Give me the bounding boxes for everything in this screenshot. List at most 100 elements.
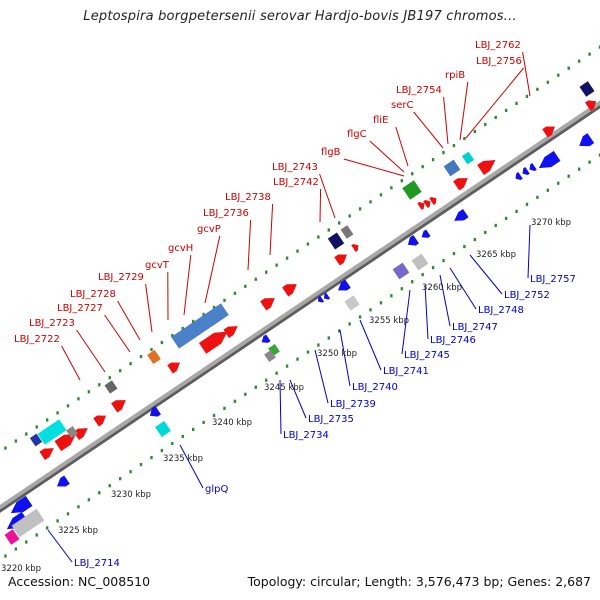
track-tick [421, 165, 424, 169]
track-tick [463, 244, 466, 249]
forward-gene [334, 254, 347, 266]
leader-line [117, 300, 141, 341]
reverse-gene-label: LBJ_2747 [452, 322, 498, 333]
track-tick [598, 45, 600, 49]
track-tick [473, 237, 477, 242]
track-tick [129, 362, 132, 366]
track-tick [452, 251, 456, 256]
track-tick [421, 273, 424, 277]
leader-line [459, 81, 469, 141]
leader-line [369, 140, 405, 173]
reverse-gene [421, 229, 431, 238]
track-tick [108, 376, 111, 380]
forward-gene [54, 433, 77, 452]
reverse-gene-label: LBJ_2740 [352, 382, 398, 393]
forward-gene-label: gcvT [145, 260, 170, 271]
track-tick [411, 172, 414, 176]
reverse-gene [323, 292, 331, 300]
reverse-gene-label: LBJ_2752 [504, 290, 550, 301]
reverse-gene [522, 167, 530, 175]
reverse-gene-label: LBJ_2741 [383, 366, 429, 377]
track-tick [317, 343, 320, 347]
reverse-gene [454, 208, 469, 221]
feature-lightgray [411, 253, 429, 271]
scale-label: 3245 kbp [264, 383, 304, 393]
track-tick [484, 122, 487, 127]
track-tick [577, 167, 581, 171]
forward-gene [585, 100, 597, 111]
leader-line [443, 96, 449, 145]
topology-text: Topology: circular; Length: 3,576,473 bp… [247, 574, 591, 589]
reverse-gene-label: LBJ_2746 [430, 335, 476, 346]
track-tick [536, 87, 539, 91]
leader-line [145, 283, 153, 333]
track-tick [379, 193, 383, 197]
track-tick [139, 355, 143, 359]
forward-gene [542, 126, 555, 138]
feature-lightgray [11, 508, 45, 538]
forward-gene [282, 284, 297, 297]
leader-line [289, 379, 307, 419]
track-tick [171, 333, 174, 338]
gene-labels: 3220 kbp 3225 kbp 3230 kbp 3235 kbp 3240 kbp… [1, 40, 576, 574]
reverse-gene-label: LBJ_2745 [404, 350, 450, 361]
track-tick [4, 446, 7, 450]
track-tick [77, 397, 80, 401]
track-tick [202, 420, 205, 425]
forward-gene-label: LBJ_2754 [396, 85, 442, 96]
track-tick [567, 174, 570, 178]
track-tick [588, 52, 591, 56]
reverse-gene-label: glpQ [205, 484, 228, 495]
track-tick [35, 533, 38, 537]
track-tick [473, 129, 477, 134]
forward-gene-small [429, 197, 437, 205]
track-tick [567, 66, 570, 70]
track-tick [379, 301, 383, 305]
track-tick [400, 287, 404, 291]
scale-label: 3255 kbp [369, 316, 409, 326]
leader-line [395, 126, 409, 167]
forward-gene-small [351, 244, 359, 252]
track-tick [129, 470, 132, 474]
scale-label: 3220 kbp [1, 564, 41, 574]
leader-line [319, 188, 322, 223]
track-tick [77, 505, 80, 509]
track-tick [588, 160, 591, 164]
forward-gene-label: fliE [373, 115, 388, 126]
reverse-gene-label: LBJ_2714 [74, 558, 120, 569]
forward-gene [39, 448, 54, 461]
reverse-gene [407, 235, 419, 246]
accession-text: Accession: NC_008510 [8, 574, 151, 589]
track-tick [390, 186, 393, 190]
track-tick [118, 477, 122, 481]
track-tick [327, 336, 330, 340]
forward-gene [111, 400, 126, 413]
scale-label: 3260 kbp [422, 283, 462, 293]
scale-label: 3225 kbp [58, 526, 98, 536]
track-tick [306, 350, 310, 354]
forward-gene [198, 331, 228, 354]
leader-line [439, 274, 451, 327]
track-tick [358, 207, 362, 211]
forward-gene-label: LBJ_2727 [57, 303, 103, 314]
track-tick [452, 143, 456, 148]
reverse-gene [57, 475, 70, 487]
track-tick [494, 115, 497, 120]
track-tick [45, 526, 49, 530]
reverse-gene-label: LBJ_2735 [308, 414, 354, 425]
track-tick [442, 151, 445, 155]
track-tick [557, 73, 560, 77]
track-tick [296, 357, 299, 361]
track-tick [45, 418, 49, 422]
track-tick [98, 491, 101, 495]
forward-gene-label: LBJ_2736 [203, 208, 249, 219]
leader-line [424, 284, 429, 340]
track-tick [265, 270, 268, 274]
track-tick [223, 298, 226, 302]
forward-gene-label: gcvP [197, 224, 221, 235]
track-tick [66, 404, 70, 408]
track-tick [317, 235, 320, 239]
forward-gene [260, 298, 275, 311]
leader-line [319, 173, 336, 219]
